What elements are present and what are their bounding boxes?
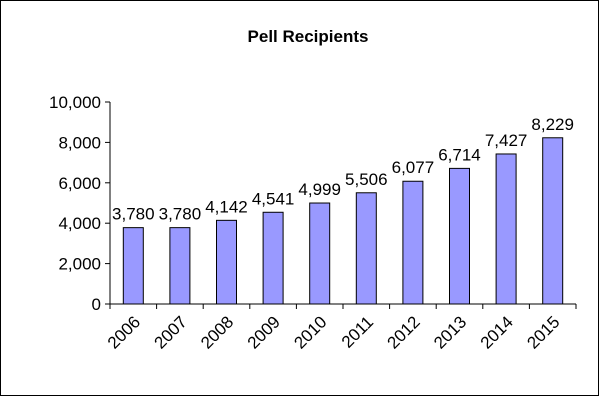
x-tick-label: 2008 bbox=[197, 312, 237, 352]
y-tick-label: 4,000 bbox=[58, 214, 101, 233]
bars bbox=[122, 137, 564, 305]
y-tick-label: 8,000 bbox=[58, 133, 101, 152]
x-tick-label: 2006 bbox=[104, 312, 144, 352]
y-tick-label: 0 bbox=[92, 295, 101, 314]
x-tick-label: 2011 bbox=[338, 312, 377, 351]
x-tick-label: 2009 bbox=[244, 312, 284, 352]
x-tick-label: 2013 bbox=[430, 312, 470, 352]
x-tick-label: 2014 bbox=[477, 312, 517, 352]
y-tick-label: 6,000 bbox=[58, 174, 101, 193]
bar bbox=[262, 211, 284, 305]
data-label: 6,077 bbox=[392, 158, 435, 177]
data-label: 7,427 bbox=[485, 131, 528, 150]
data-label: 4,142 bbox=[205, 197, 248, 216]
bar bbox=[216, 219, 237, 305]
bar bbox=[495, 153, 517, 305]
data-label: 5,506 bbox=[345, 170, 388, 189]
data-label: 4,999 bbox=[298, 180, 341, 199]
data-label: 3,780 bbox=[112, 205, 155, 224]
bar bbox=[402, 180, 424, 305]
data-label: 8,229 bbox=[531, 115, 574, 134]
bar bbox=[449, 167, 470, 305]
x-tick-label: 2012 bbox=[384, 312, 424, 352]
chart-title: Pell Recipients bbox=[248, 27, 369, 46]
data-labels: 3,780 3,780 4,142 4,541 4,9995,5066,0776,714… bbox=[112, 115, 574, 224]
x-axis: 2006 2007 2008 2009 2010 2011 2012 2013 2014 2015 bbox=[104, 303, 577, 353]
x-tick-label: 2010 bbox=[290, 312, 330, 352]
data-label: 4,541 bbox=[252, 189, 295, 208]
data-label: 6,714 bbox=[438, 145, 481, 164]
x-tick-label: 2007 bbox=[151, 312, 191, 352]
bar bbox=[542, 137, 564, 305]
bar bbox=[169, 227, 191, 305]
bar bbox=[355, 192, 377, 305]
y-axis: 0 2,000 4,000 6,000 8,000 10,000 bbox=[49, 93, 111, 314]
bar bbox=[309, 202, 331, 305]
data-label: 3,780 bbox=[159, 205, 202, 224]
bar bbox=[122, 227, 144, 305]
y-tick-label: 2,000 bbox=[58, 255, 101, 274]
y-tick-label: 10,000 bbox=[49, 93, 101, 112]
x-tick-label: 2015 bbox=[523, 312, 563, 352]
